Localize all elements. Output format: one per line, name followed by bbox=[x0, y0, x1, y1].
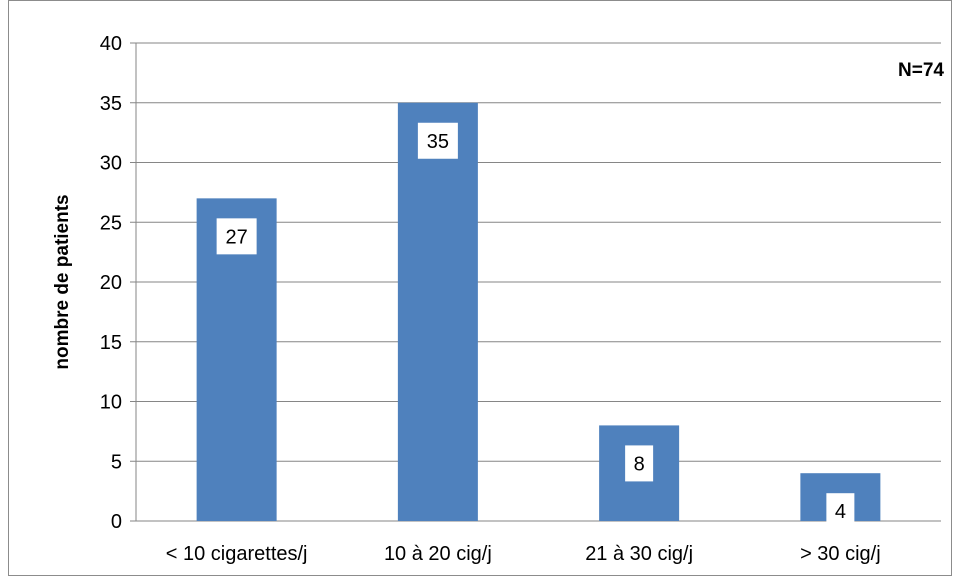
sample-size-note: N=74 bbox=[898, 60, 944, 81]
y-tick-label: 5 bbox=[111, 451, 122, 473]
y-tick-labels: 0 5 10 15 20 25 30 35 40 bbox=[100, 33, 122, 533]
y-tick-label: 0 bbox=[111, 511, 122, 533]
x-tick-labels: < 10 cigarettes/j 10 à 20 cig/j 21 à 30 ci… bbox=[166, 543, 881, 565]
y-tick-label: 30 bbox=[100, 153, 122, 175]
x-tick-label: > 30 cig/j bbox=[800, 543, 881, 565]
y-tick-label: 20 bbox=[100, 272, 122, 294]
data-label-box bbox=[625, 445, 654, 482]
data-label: 27 bbox=[226, 226, 248, 248]
chart-frame bbox=[8, 0, 952, 576]
data-label-box bbox=[216, 218, 257, 255]
data-label: 8 bbox=[634, 453, 645, 475]
x-tick-label: < 10 cigarettes/j bbox=[166, 543, 308, 565]
x-tick-label: 10 à 20 cig/j bbox=[384, 543, 492, 565]
y-tick-label: 40 bbox=[100, 33, 122, 55]
y-tick-label: 35 bbox=[100, 93, 122, 115]
data-label-box bbox=[826, 493, 855, 530]
x-tick-label: 21 à 30 cig/j bbox=[585, 543, 693, 565]
bars bbox=[196, 102, 881, 521]
y-axis-label: nombre de patients bbox=[52, 194, 73, 369]
y-tick-label: 25 bbox=[100, 212, 122, 234]
y-tick-label: 15 bbox=[100, 332, 122, 354]
bar bbox=[397, 102, 478, 521]
data-label-box bbox=[417, 122, 458, 159]
data-labels: 27 35 8 4 bbox=[216, 122, 855, 530]
data-label: 4 bbox=[835, 501, 846, 523]
data-label: 35 bbox=[427, 131, 449, 153]
y-tick-label: 10 bbox=[100, 392, 122, 414]
